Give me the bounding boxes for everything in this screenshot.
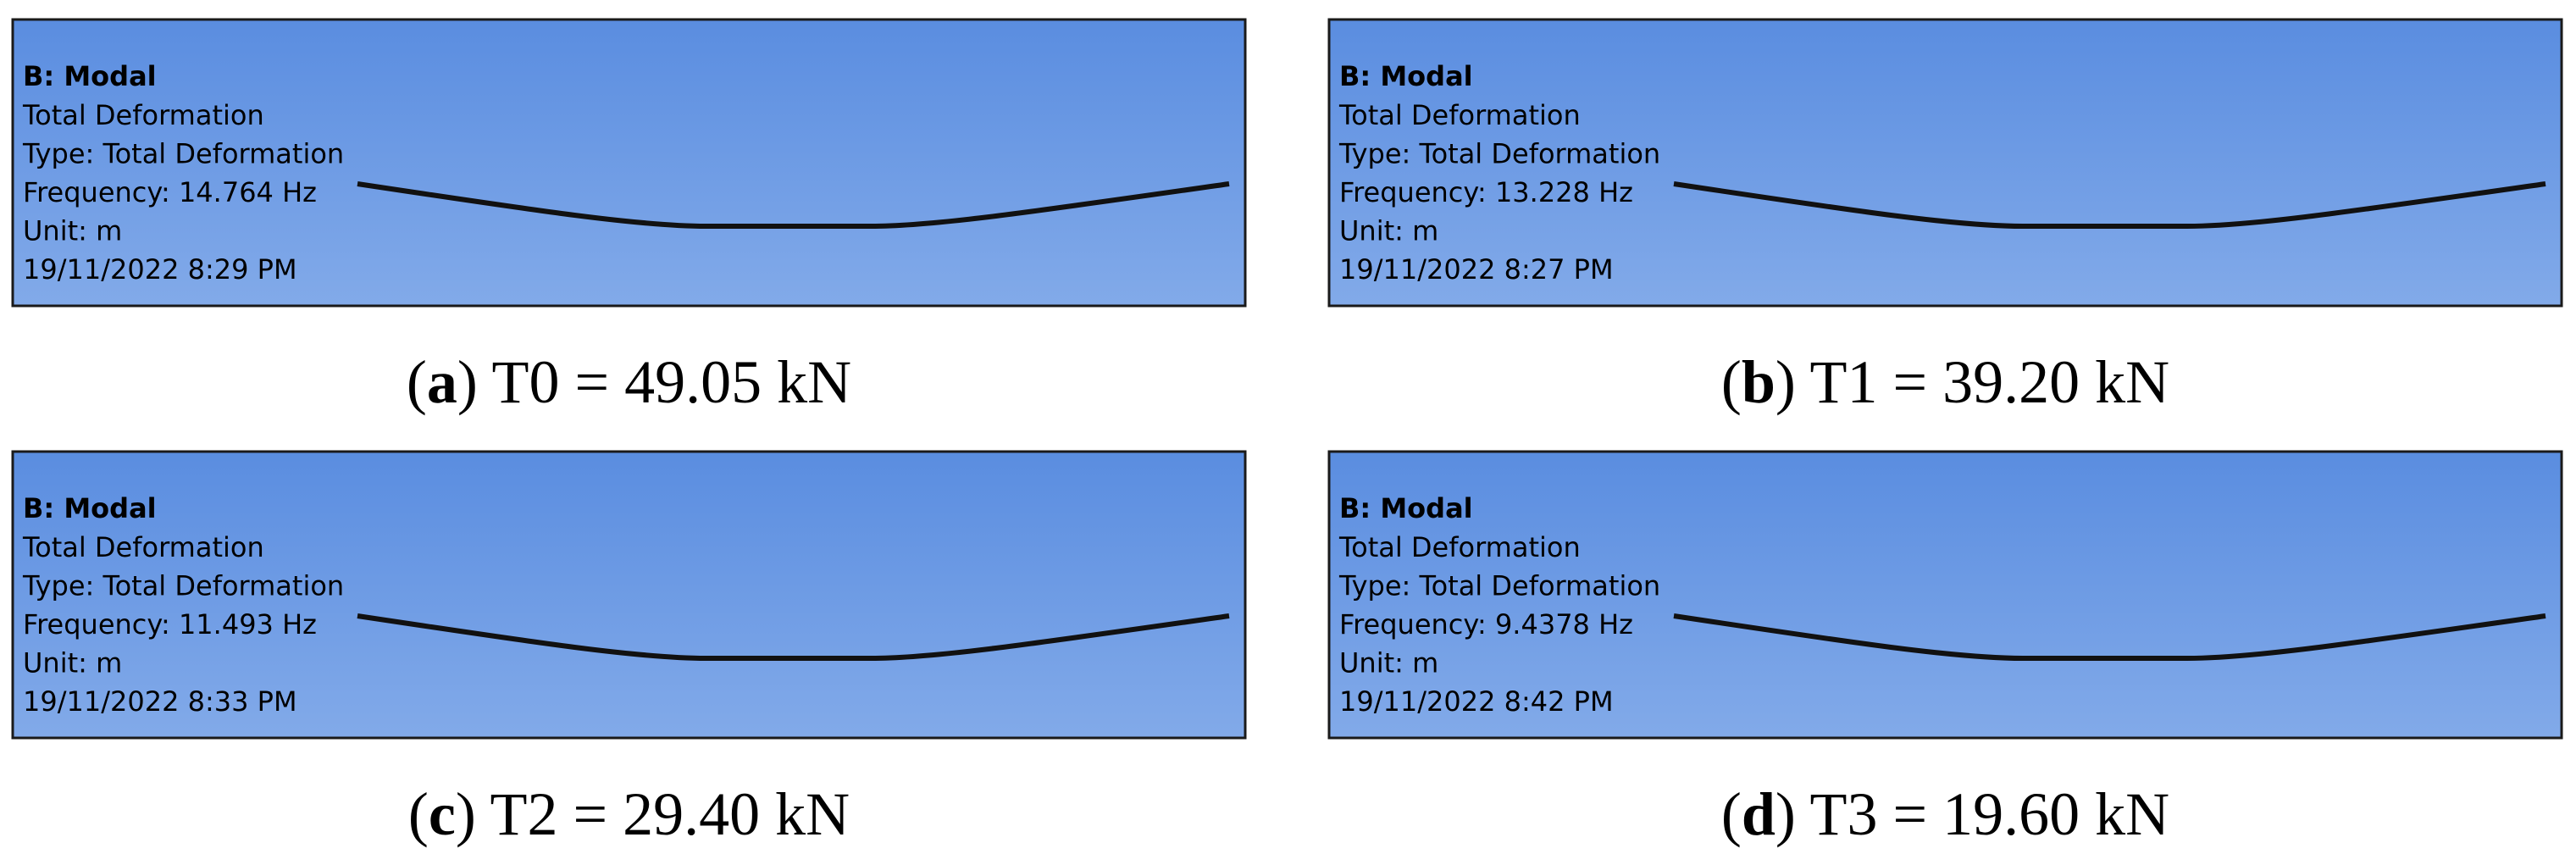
deformed-beam (357, 613, 1230, 661)
panel-line: Frequency: 14.764 Hz (23, 176, 317, 208)
panel-line: Total Deformation (1338, 531, 1581, 563)
panel-line: 19/11/2022 8:33 PM (23, 685, 297, 718)
panel-title: B: Modal (23, 60, 157, 92)
panel-line: Total Deformation (22, 531, 264, 563)
caption-text: ) T1 = 39.20 kN (1776, 348, 2169, 416)
panel-background (1327, 450, 2563, 740)
panel: B: Modal Total Deformation Type: Total Def… (11, 450, 1247, 740)
panel: B: Modal Total Deformation Type: Total Def… (1327, 450, 2563, 740)
panel-line: Unit: m (23, 647, 122, 679)
panel-line: 19/11/2022 8:27 PM (1339, 253, 1614, 286)
panel-line: 19/11/2022 8:42 PM (1339, 685, 1614, 718)
panel-line: Total Deformation (22, 99, 264, 131)
panel-background (11, 450, 1247, 740)
caption-letter: a (427, 348, 457, 416)
panel-line: 19/11/2022 8:29 PM (23, 253, 297, 286)
deformed-beam (1673, 181, 2546, 229)
caption-letter: b (1742, 348, 1776, 416)
panel-line: Frequency: 9.4378 Hz (1339, 608, 1633, 640)
panel-title: B: Modal (1339, 60, 1473, 92)
panel-line: Total Deformation (1338, 99, 1581, 131)
caption-open: ( (407, 348, 427, 416)
caption: (d) T3 = 19.60 kN (1721, 780, 2169, 848)
caption-text: ) T2 = 29.40 kN (456, 780, 850, 848)
panel: B: Modal Total Deformation Type: Total Def… (11, 18, 1247, 308)
panel-line: Frequency: 11.493 Hz (23, 608, 317, 640)
panel-background (11, 18, 1247, 308)
caption-open: ( (408, 780, 429, 848)
panel-line: Unit: m (1339, 215, 1438, 247)
panel-title: B: Modal (23, 492, 157, 524)
caption-letter: d (1742, 780, 1776, 848)
panel-line: Type: Total Deformation (1338, 138, 1660, 170)
deformed-beam (1673, 613, 2546, 661)
panel-line: Unit: m (23, 215, 122, 247)
deformed-beam (357, 181, 1230, 229)
caption: (c) T2 = 29.40 kN (408, 780, 850, 848)
panel-line: Type: Total Deformation (1338, 570, 1660, 602)
panel-line: Type: Total Deformation (22, 138, 344, 170)
panel: B: Modal Total Deformation Type: Total Def… (1327, 18, 2563, 308)
panel-line: Type: Total Deformation (22, 570, 344, 602)
caption-open: ( (1721, 348, 1742, 416)
caption: (a) T0 = 49.05 kN (407, 348, 851, 416)
caption-letter: c (429, 780, 456, 848)
panel-background (1327, 18, 2563, 308)
panel-line: Frequency: 13.228 Hz (1339, 176, 1633, 208)
caption-open: ( (1721, 780, 1742, 848)
panel-line: Unit: m (1339, 647, 1438, 679)
caption-text: ) T3 = 19.60 kN (1776, 780, 2169, 848)
panel-title: B: Modal (1339, 492, 1473, 524)
caption-text: ) T0 = 49.05 kN (457, 348, 851, 416)
caption: (b) T1 = 39.20 kN (1721, 348, 2169, 416)
